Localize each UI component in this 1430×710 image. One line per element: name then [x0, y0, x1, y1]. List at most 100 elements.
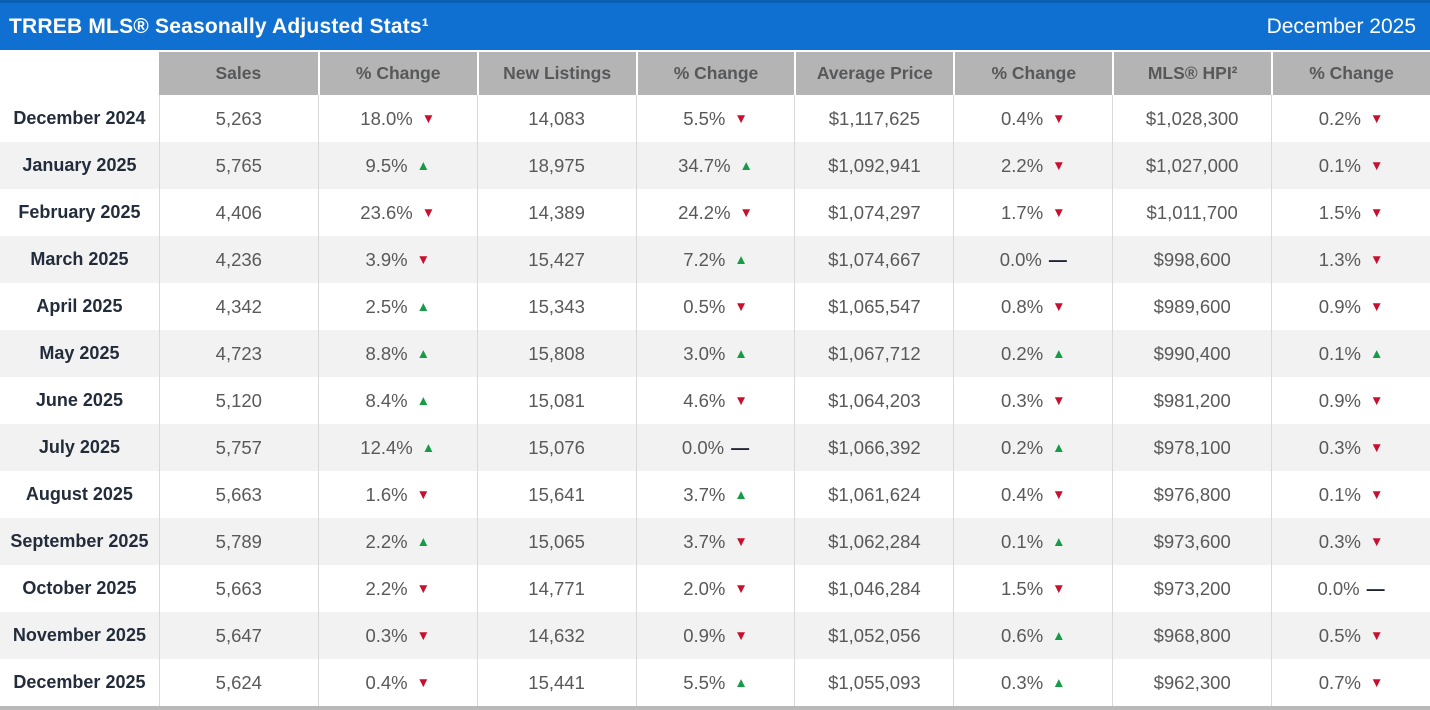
month-cell: January 2025: [22, 155, 137, 175]
up-arrow-icon: ▲: [416, 157, 430, 173]
average-price-change-cell: 0.3% ▲: [953, 659, 1112, 706]
average-price-cell: $1,062,284: [794, 518, 953, 565]
new-listings-cell: 14,632: [476, 612, 636, 659]
hpi-cell: $968,800: [1112, 612, 1271, 659]
percent-change-value: 0.5%: [683, 295, 726, 317]
percent-change-value: 2.5%: [365, 295, 408, 317]
percent-change-value: 3.7%: [683, 530, 726, 552]
percent-change-value: 0.9%: [1318, 295, 1361, 317]
hpi-cell: $973,200: [1112, 565, 1271, 612]
average-price-change-cell: 0.0% —: [953, 236, 1112, 283]
new-listings-cell: 15,076: [476, 424, 636, 471]
average-price-change-cell: 2.2% ▼: [953, 142, 1112, 189]
down-arrow-icon: ▼: [1369, 110, 1384, 126]
percent-change-value: 5.5%: [683, 107, 726, 129]
no-change-dash-icon: —: [1048, 249, 1067, 270]
sales-cell: 5,663: [158, 565, 318, 612]
up-arrow-icon: ▲: [1052, 533, 1066, 549]
down-arrow-icon: ▼: [1369, 157, 1384, 173]
table-body: December 2024 5,263 18.0% ▼ 14,083 5.5% ▼ $1,11…: [0, 95, 1430, 706]
up-arrow-icon: ▲: [416, 345, 430, 361]
percent-change-value: 0.0%: [681, 436, 725, 458]
up-arrow-icon: ▲: [734, 674, 748, 690]
hpi-change-cell: 0.9% ▼: [1271, 283, 1430, 330]
percent-change-value: 0.4%: [1001, 483, 1044, 505]
percent-change-value: 0.3%: [1318, 436, 1361, 458]
percent-change-value: 0.5%: [1318, 624, 1361, 646]
hpi-cell: $989,600: [1112, 283, 1271, 330]
down-arrow-icon: ▼: [1369, 486, 1384, 502]
percent-change-value: 0.9%: [683, 624, 726, 646]
percent-change-value: 0.2%: [1001, 436, 1044, 458]
report-title: TRREB MLS® Seasonally Adjusted Stats¹: [9, 14, 429, 38]
up-arrow-icon: ▲: [416, 392, 430, 408]
down-arrow-icon: ▼: [1369, 392, 1384, 408]
column-header-new-listings-3: New Listings: [476, 52, 636, 95]
percent-change-value: 8.8%: [365, 342, 408, 364]
hpi-change-cell: 0.7% ▼: [1271, 659, 1430, 706]
percent-change-value: 1.5%: [1001, 577, 1044, 599]
down-arrow-icon: ▼: [1052, 157, 1066, 173]
month-cell: October 2025: [22, 578, 137, 598]
percent-change-value: 0.1%: [1001, 530, 1044, 552]
sales-change-cell: 12.4% ▲: [317, 424, 477, 471]
percent-change-value: 2.0%: [683, 577, 726, 599]
hpi-change-cell: 0.3% ▼: [1271, 518, 1430, 565]
average-price-cell: $1,064,203: [794, 377, 953, 424]
hpi-cell: $1,011,700: [1112, 189, 1271, 236]
new-listings-cell: 15,441: [476, 659, 636, 706]
sales-cell: 5,263: [158, 95, 318, 142]
hpi-change-cell: 0.1% ▼: [1271, 142, 1430, 189]
average-price-cell: $1,074,297: [794, 189, 953, 236]
new-listings-change-cell: 34.7% ▲: [635, 142, 795, 189]
hpi-change-cell: 1.3% ▼: [1271, 236, 1430, 283]
sales-cell: 4,236: [158, 236, 318, 283]
average-price-change-cell: 0.1% ▲: [953, 518, 1112, 565]
down-arrow-icon: ▼: [734, 392, 748, 408]
down-arrow-icon: ▼: [1369, 627, 1384, 643]
down-arrow-icon: ▼: [416, 627, 430, 643]
percent-change-value: 0.1%: [1318, 342, 1361, 364]
new-listings-change-cell: 5.5% ▼: [635, 95, 795, 142]
new-listings-change-cell: 3.7% ▲: [635, 471, 795, 518]
sales-change-cell: 9.5% ▲: [317, 142, 477, 189]
percent-change-value: 23.6%: [360, 201, 413, 223]
percent-change-value: 7.2%: [683, 248, 726, 270]
up-arrow-icon: ▲: [734, 251, 748, 267]
percent-change-value: 0.1%: [1318, 154, 1361, 176]
new-listings-change-cell: 5.5% ▲: [635, 659, 795, 706]
new-listings-change-cell: 3.0% ▲: [635, 330, 795, 377]
average-price-change-cell: 0.2% ▲: [953, 330, 1112, 377]
up-arrow-icon: ▲: [1052, 439, 1066, 455]
new-listings-change-cell: 3.7% ▼: [635, 518, 795, 565]
new-listings-change-cell: 7.2% ▲: [635, 236, 795, 283]
month-cell: April 2025: [36, 296, 123, 316]
average-price-cell: $1,055,093: [794, 659, 953, 706]
average-price-cell: $1,066,392: [794, 424, 953, 471]
new-listings-cell: 15,343: [476, 283, 636, 330]
percent-change-value: 4.6%: [683, 389, 726, 411]
percent-change-value: 5.5%: [683, 671, 726, 693]
sales-change-cell: 8.8% ▲: [317, 330, 477, 377]
sales-cell: 5,765: [158, 142, 318, 189]
percent-change-value: 0.2%: [1001, 342, 1044, 364]
up-arrow-icon: ▲: [1052, 345, 1066, 361]
no-change-dash-icon: —: [1366, 578, 1385, 599]
sales-change-cell: 3.9% ▼: [317, 236, 477, 283]
average-price-change-cell: 0.4% ▼: [953, 95, 1112, 142]
month-cell: June 2025: [35, 390, 123, 410]
new-listings-cell: 15,065: [476, 518, 636, 565]
table-row: May 2025 4,723 8.8% ▲ 15,808 3.0% ▲ $1,067,712 0…: [0, 330, 1430, 377]
up-arrow-icon: ▲: [1052, 627, 1066, 643]
average-price-change-cell: 1.5% ▼: [953, 565, 1112, 612]
down-arrow-icon: ▼: [1369, 439, 1384, 455]
up-arrow-icon: ▲: [421, 439, 436, 455]
percent-change-value: 18.0%: [360, 107, 413, 129]
percent-change-value: 2.2%: [365, 577, 408, 599]
percent-change-value: 24.2%: [678, 201, 731, 223]
title-bar: TRREB MLS® Seasonally Adjusted Stats¹ De…: [0, 0, 1430, 50]
percent-change-value: 0.3%: [1001, 671, 1044, 693]
down-arrow-icon: ▼: [1369, 533, 1384, 549]
column-header-change-4: % Change: [635, 52, 795, 95]
sales-change-cell: 2.5% ▲: [317, 283, 477, 330]
